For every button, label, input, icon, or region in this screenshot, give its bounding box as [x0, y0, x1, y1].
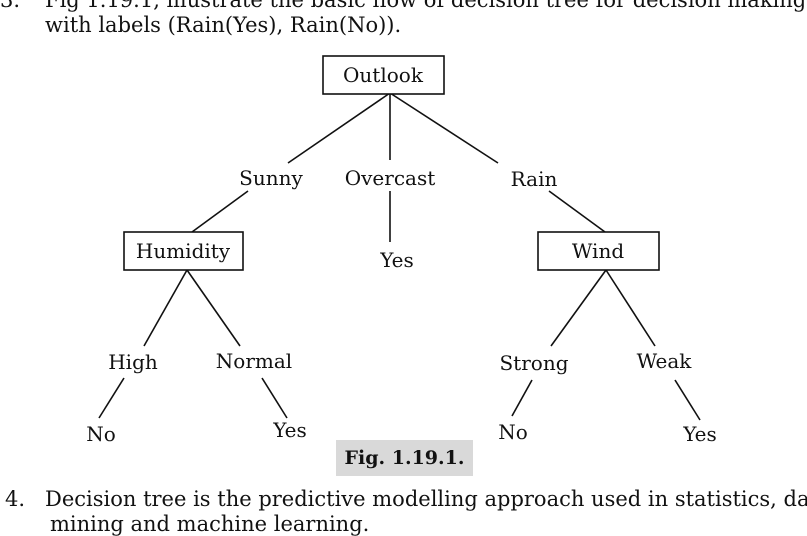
edge-wind-weak — [605, 269, 656, 347]
question-number: 3. — [0, 0, 21, 12]
next-item-line-1: 4. Decision tree is the predictive modell… — [0, 489, 807, 510]
edge-sunny-humidity — [191, 190, 249, 233]
next-item-number: 4. — [5, 487, 26, 511]
leaf-high-no: No — [86, 422, 116, 446]
edge-humidity-high — [143, 269, 188, 347]
decision-tree-diagram: Outlook Humidity Wind Sunny Overcast Rai… — [86, 55, 717, 446]
question-line-2: with labels (Rain(Yes), Rain(No)). — [45, 13, 402, 37]
edge-strong-no — [511, 379, 533, 417]
figure-caption: Fig. 1.19.1. — [336, 440, 473, 476]
leaf-overcast-yes: Yes — [379, 248, 414, 272]
question-line-1: 3. Fig 1.19.1, illustrate the basic flow … — [0, 0, 806, 11]
edge-outlook-rain — [389, 92, 499, 164]
node-humidity: Humidity — [136, 239, 231, 263]
edge-outlook-sunny — [287, 92, 391, 164]
edge-weak-yes — [674, 379, 701, 421]
leaf-strong-no: No — [498, 420, 528, 444]
node-wind: Wind — [572, 239, 624, 263]
edge-rain-wind — [548, 190, 606, 233]
branch-rain: Rain — [511, 167, 558, 191]
branch-normal: Normal — [216, 349, 292, 373]
node-outlook-box — [322, 55, 445, 95]
next-item-text-1: Decision tree is the predictive modellin… — [45, 487, 807, 511]
node-wind-box — [537, 231, 660, 271]
node-humidity-box — [123, 231, 244, 271]
node-outlook: Outlook — [343, 63, 424, 87]
edge-normal-yes — [261, 377, 288, 419]
edge-wind-strong — [550, 269, 607, 347]
branch-strong: Strong — [499, 351, 568, 375]
branch-high: High — [108, 350, 158, 374]
branch-overcast: Overcast — [345, 166, 436, 190]
edge-high-no — [98, 377, 125, 419]
branch-weak: Weak — [637, 349, 693, 373]
leaf-normal-yes: Yes — [272, 418, 307, 442]
leaf-weak-yes: Yes — [682, 422, 717, 446]
question-text-1: Fig 1.19.1, illustrate the basic flow of… — [45, 0, 807, 12]
edge-humidity-normal — [186, 269, 241, 347]
branch-sunny: Sunny — [239, 166, 303, 190]
